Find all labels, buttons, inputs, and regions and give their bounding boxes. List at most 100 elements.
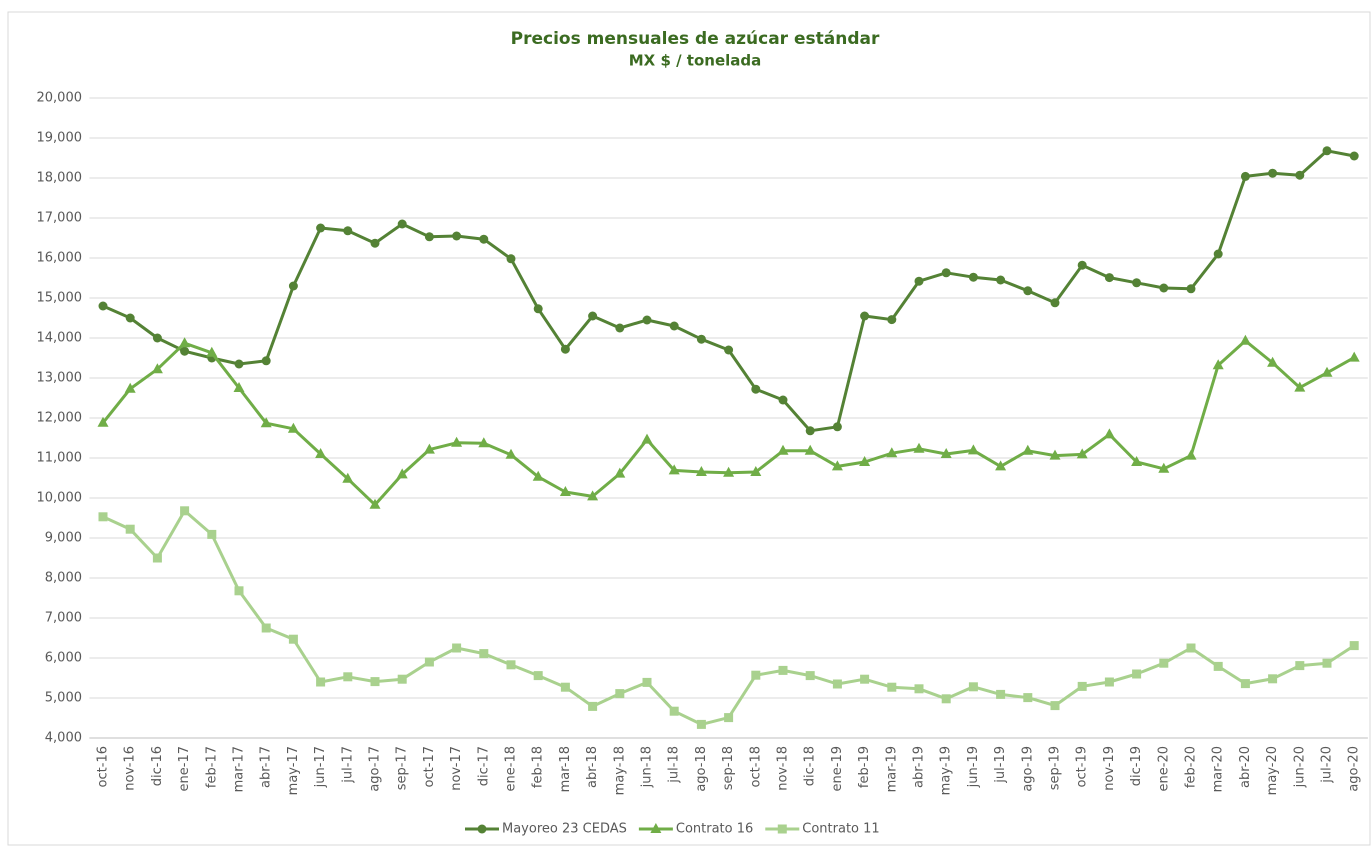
point	[288, 634, 298, 644]
y-tick-label: 12,000	[37, 411, 83, 426]
point	[533, 671, 543, 681]
point	[370, 677, 380, 687]
point	[695, 466, 707, 476]
point	[234, 359, 244, 369]
x-tick-label: ago-19	[1020, 746, 1035, 792]
point	[1049, 449, 1061, 460]
x-tick-label: abr-20	[1238, 746, 1253, 788]
point	[1050, 701, 1060, 711]
point	[588, 311, 598, 321]
x-tick-label: ene-17	[177, 746, 192, 791]
point	[369, 498, 381, 509]
point	[1322, 658, 1332, 668]
point	[1268, 674, 1278, 684]
x-tick-label: mar-20	[1211, 746, 1226, 792]
point	[370, 238, 380, 248]
point	[1104, 273, 1114, 283]
x-tick-label: abr-19	[912, 746, 927, 788]
point	[287, 422, 299, 433]
x-tick-label: jul-19	[993, 746, 1008, 784]
point	[207, 529, 217, 539]
y-tick-label: 16,000	[37, 251, 83, 266]
point	[860, 674, 870, 684]
point	[642, 315, 652, 325]
x-tick-label: mar-19	[884, 746, 899, 792]
point	[968, 272, 978, 282]
point	[1213, 249, 1223, 259]
point	[423, 443, 435, 454]
point	[316, 223, 326, 233]
point	[1295, 170, 1305, 180]
point	[940, 448, 952, 458]
y-tick-label: 4,000	[45, 731, 82, 746]
point	[1077, 260, 1087, 270]
point	[860, 311, 870, 321]
point	[805, 426, 815, 436]
point	[1212, 359, 1224, 370]
x-tick-label: ago-20	[1347, 746, 1362, 792]
point	[832, 679, 842, 689]
x-tick-label: jun-18	[640, 746, 655, 788]
point	[559, 486, 571, 496]
point	[669, 706, 679, 716]
point	[696, 719, 706, 729]
x-tick-label: jul-20	[1320, 746, 1335, 784]
x-tick-label: jul-17	[340, 746, 355, 784]
point	[477, 824, 487, 834]
point	[1023, 693, 1033, 703]
point	[996, 689, 1006, 699]
point	[1348, 351, 1360, 362]
point	[261, 356, 271, 366]
point	[588, 701, 598, 711]
point	[560, 344, 570, 354]
point	[1159, 283, 1169, 293]
point	[777, 824, 787, 834]
point	[669, 321, 679, 331]
point	[1158, 462, 1170, 473]
point	[1103, 428, 1115, 439]
point	[397, 674, 407, 684]
point	[996, 275, 1006, 285]
legend-label: Mayoreo 23 CEDAS	[502, 822, 627, 837]
x-tick-label: feb-17	[204, 746, 219, 788]
x-tick-label: abr-18	[585, 746, 600, 788]
point	[750, 466, 762, 476]
point	[1349, 641, 1359, 651]
y-tick-label: 5,000	[45, 691, 82, 706]
x-tick-label: may-19	[939, 746, 954, 795]
point	[1322, 146, 1332, 156]
point	[887, 315, 897, 325]
x-tick-label: abr-17	[259, 746, 274, 788]
x-tick-label: dic-16	[150, 746, 165, 786]
point	[478, 437, 490, 448]
point	[641, 433, 653, 444]
point	[668, 464, 680, 475]
point	[614, 467, 626, 478]
y-tick-label: 18,000	[37, 171, 83, 186]
point	[967, 444, 979, 455]
point	[1185, 449, 1197, 460]
point	[452, 643, 462, 653]
point	[615, 689, 625, 699]
point	[180, 346, 190, 356]
point	[1104, 677, 1114, 687]
point	[233, 382, 245, 392]
x-tick-label: nov-18	[776, 746, 791, 791]
point	[1131, 456, 1143, 466]
point	[506, 660, 516, 670]
point	[832, 422, 842, 432]
point	[1213, 661, 1223, 671]
point	[1186, 643, 1196, 653]
x-tick-label: feb-19	[857, 746, 872, 788]
point	[234, 586, 244, 596]
x-tick-label: sep-19	[1048, 746, 1063, 790]
point	[995, 460, 1007, 471]
point	[424, 657, 434, 667]
x-tick-label: may-20	[1265, 746, 1280, 795]
point	[152, 553, 162, 563]
point	[125, 313, 135, 323]
point	[751, 384, 761, 394]
x-tick-label: dic-19	[1129, 746, 1144, 786]
x-tick-label: jul-18	[667, 746, 682, 784]
point	[1267, 356, 1279, 367]
